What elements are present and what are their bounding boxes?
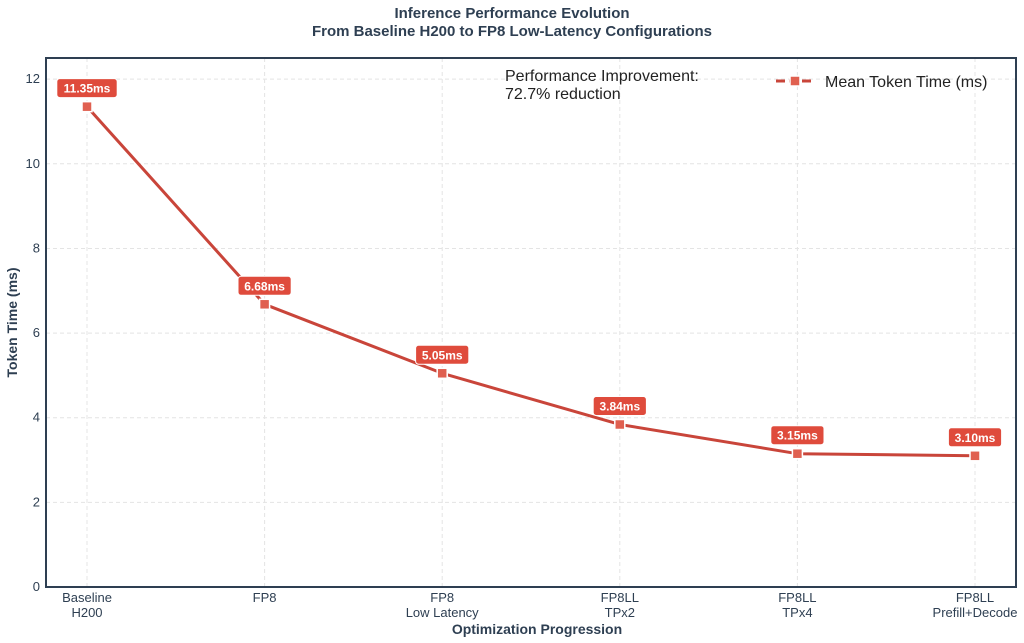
data-label: 6.68ms bbox=[244, 279, 285, 293]
y-tick-label: 12 bbox=[26, 71, 40, 86]
legend-label: Mean Token Time (ms) bbox=[825, 74, 987, 91]
data-point-marker bbox=[436, 367, 448, 380]
data-label-box bbox=[415, 344, 470, 365]
data-label-box bbox=[592, 395, 647, 416]
plot-area bbox=[46, 58, 1016, 587]
y-tick-label: 4 bbox=[33, 410, 40, 425]
y-axis-label: Token Time (ms) bbox=[4, 268, 20, 378]
x-tick-label: Low Latency bbox=[406, 605, 479, 620]
data-label: 3.84ms bbox=[599, 399, 640, 413]
y-tick-label: 0 bbox=[33, 579, 40, 594]
data-label: 11.35ms bbox=[64, 82, 111, 96]
x-tick-label: H200 bbox=[71, 605, 102, 620]
series-line bbox=[85, 105, 976, 458]
data-point-marker bbox=[791, 447, 804, 460]
data-label-box bbox=[56, 78, 118, 99]
y-tick-label: 10 bbox=[26, 156, 40, 171]
data-label: 3.15ms bbox=[777, 429, 818, 443]
data-point-marker bbox=[614, 418, 626, 431]
x-tick-label: TPx2 bbox=[605, 605, 635, 620]
y-tick-label: 8 bbox=[33, 240, 40, 255]
x-tick-label: TPx4 bbox=[782, 605, 812, 620]
x-tick-label: FP8 bbox=[430, 590, 454, 605]
chart-subtitle: From Baseline H200 to FP8 Low-Latency Co… bbox=[311, 23, 713, 40]
data-label: 3.10ms bbox=[955, 431, 996, 445]
data-label-box bbox=[770, 425, 825, 446]
y-tick-label: 2 bbox=[33, 494, 40, 509]
x-tick-label: FP8LL bbox=[778, 590, 816, 605]
x-axis-label: Optimization Progression bbox=[452, 621, 622, 637]
data-point-marker bbox=[81, 100, 93, 113]
y-tick-label: 6 bbox=[33, 325, 40, 340]
data-point-marker bbox=[258, 298, 271, 311]
performance-annotation: 72.7% reduction bbox=[505, 86, 621, 103]
x-tick-label: FP8 bbox=[253, 590, 277, 605]
data-label: 5.05ms bbox=[422, 348, 463, 362]
chart-title: Inference Performance Evolution bbox=[394, 5, 630, 22]
legend-marker bbox=[789, 75, 801, 87]
x-tick-label: FP8LL bbox=[956, 590, 994, 605]
x-tick-label: Prefill+Decode bbox=[933, 605, 1018, 620]
data-label-box bbox=[237, 275, 292, 296]
x-tick-label: FP8LL bbox=[601, 590, 639, 605]
x-tick-label: Baseline bbox=[62, 590, 112, 605]
plot-frame bbox=[45, 57, 1017, 588]
performance-annotation: Performance Improvement: bbox=[505, 68, 699, 85]
data-point-marker bbox=[969, 450, 981, 462]
data-label-box bbox=[947, 427, 1003, 448]
